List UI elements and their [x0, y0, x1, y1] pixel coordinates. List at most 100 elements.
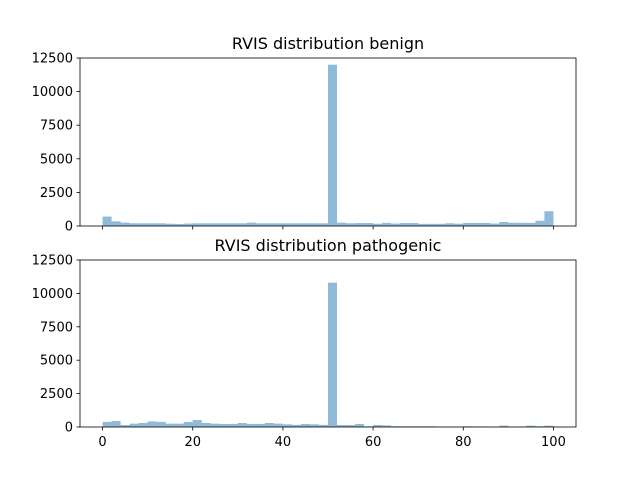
- bar-pathogenic-31: [382, 425, 392, 427]
- bar-benign-27: [346, 223, 356, 226]
- ytick-label-benign-2: 5000: [40, 152, 73, 167]
- bar-benign-17: [255, 223, 265, 226]
- bar-pathogenic-9: [183, 421, 193, 427]
- ytick-label-pathogenic-1: 2500: [40, 387, 73, 402]
- bar-pathogenic-3: [129, 423, 139, 427]
- ytick-label-benign-1: 2500: [40, 186, 73, 201]
- xtick-label-pathogenic-1: 20: [184, 435, 201, 450]
- bar-benign-36: [427, 223, 437, 226]
- bar-pathogenic-8: [174, 423, 184, 427]
- bar-pathogenic-15: [237, 422, 247, 427]
- ytick-label-benign-3: 7500: [40, 119, 73, 134]
- bar-pathogenic-30: [373, 425, 383, 427]
- bar-pathogenic-21: [291, 424, 301, 427]
- bar-benign-14: [228, 223, 238, 226]
- bar-benign-16: [246, 222, 256, 226]
- bar-benign-31: [382, 222, 392, 226]
- bar-benign-9: [183, 223, 193, 226]
- bar-pathogenic-6: [156, 421, 166, 427]
- xtick-label-pathogenic-5: 100: [541, 435, 566, 450]
- bar-benign-22: [300, 223, 310, 226]
- bar-benign-32: [391, 223, 401, 226]
- bar-pathogenic-49: [544, 425, 554, 427]
- bar-benign-8: [174, 223, 184, 226]
- bar-benign-28: [355, 223, 365, 226]
- bar-benign-10: [192, 223, 202, 226]
- bar-benign-34: [409, 223, 419, 226]
- bar-benign-13: [219, 223, 229, 226]
- bar-benign-19: [273, 223, 283, 226]
- bar-benign-41: [472, 222, 482, 226]
- bar-pathogenic-16: [246, 423, 256, 427]
- bar-pathogenic-1: [111, 420, 121, 427]
- bar-pathogenic-25: [328, 282, 338, 427]
- bar-pathogenic-22: [300, 423, 310, 427]
- bar-benign-26: [337, 222, 347, 226]
- bar-benign-40: [463, 222, 473, 226]
- bar-pathogenic-10: [192, 420, 202, 427]
- bar-benign-44: [499, 221, 509, 226]
- xtick-label-pathogenic-4: 80: [455, 435, 472, 450]
- bar-benign-46: [517, 222, 527, 226]
- bar-benign-6: [156, 223, 166, 226]
- bar-pathogenic-13: [219, 424, 229, 427]
- bar-benign-45: [508, 222, 518, 226]
- bar-benign-21: [291, 223, 301, 226]
- bar-benign-42: [481, 222, 491, 226]
- bar-benign-4: [138, 223, 148, 226]
- axes-frame-pathogenic: [79, 259, 577, 428]
- ytick-label-pathogenic-3: 7500: [40, 320, 73, 335]
- bar-benign-3: [129, 223, 139, 226]
- bar-benign-25: [328, 64, 338, 226]
- bar-benign-20: [282, 223, 292, 226]
- bar-benign-37: [436, 223, 446, 226]
- axes-pathogenic: 0 2500 5000 7500 10000 12500 0 20 40 60 80 100 RVIS …: [32, 236, 577, 450]
- bar-pathogenic-26: [337, 425, 347, 427]
- bar-benign-43: [490, 223, 500, 226]
- bar-pathogenic-5: [147, 421, 157, 427]
- xtick-label-pathogenic-2: 40: [275, 435, 292, 450]
- bar-benign-39: [454, 223, 464, 226]
- bar-benign-18: [264, 223, 274, 226]
- bar-benign-48: [535, 220, 545, 226]
- bar-benign-49: [544, 211, 554, 226]
- bar-pathogenic-23: [309, 424, 319, 427]
- bar-benign-7: [165, 223, 175, 226]
- bar-benign-5: [147, 223, 157, 226]
- bar-benign-12: [210, 223, 220, 226]
- bar-pathogenic-20: [282, 424, 292, 427]
- bar-pathogenic-0: [102, 421, 112, 427]
- bar-benign-15: [237, 223, 247, 226]
- ytick-label-benign-4: 10000: [32, 85, 73, 100]
- bar-pathogenic-12: [210, 423, 220, 427]
- bar-pathogenic-7: [165, 423, 175, 427]
- bar-benign-30: [373, 223, 383, 226]
- ytick-label-benign-0: 0: [65, 220, 73, 235]
- bar-pathogenic-24: [318, 424, 328, 427]
- axes-benign: 0 2500 5000 7500 10000 12500 RVIS distribution…: [32, 34, 577, 235]
- bar-pathogenic-28: [355, 423, 365, 427]
- bar-benign-24: [318, 223, 328, 226]
- axes-frame-benign: [79, 57, 577, 227]
- bar-benign-35: [418, 223, 428, 226]
- bar-benign-0: [102, 216, 112, 226]
- bar-pathogenic-2: [120, 425, 130, 427]
- xtick-label-pathogenic-0: 0: [98, 435, 106, 450]
- bar-pathogenic-18: [264, 422, 274, 427]
- chart-title-benign: RVIS distribution benign: [232, 34, 424, 53]
- bar-benign-2: [120, 222, 130, 226]
- bar-pathogenic-47: [526, 425, 536, 427]
- bar-pathogenic-4: [138, 422, 148, 427]
- ytick-label-pathogenic-5: 12500: [32, 254, 73, 269]
- bar-benign-23: [309, 223, 319, 226]
- bar-pathogenic-27: [346, 425, 356, 427]
- bar-pathogenic-14: [228, 423, 238, 427]
- bar-pathogenic-19: [273, 423, 283, 427]
- bar-benign-29: [364, 223, 374, 226]
- bar-benign-47: [526, 222, 536, 226]
- bar-benign-38: [445, 223, 455, 226]
- bar-benign-33: [400, 223, 410, 226]
- bar-benign-1: [111, 221, 121, 226]
